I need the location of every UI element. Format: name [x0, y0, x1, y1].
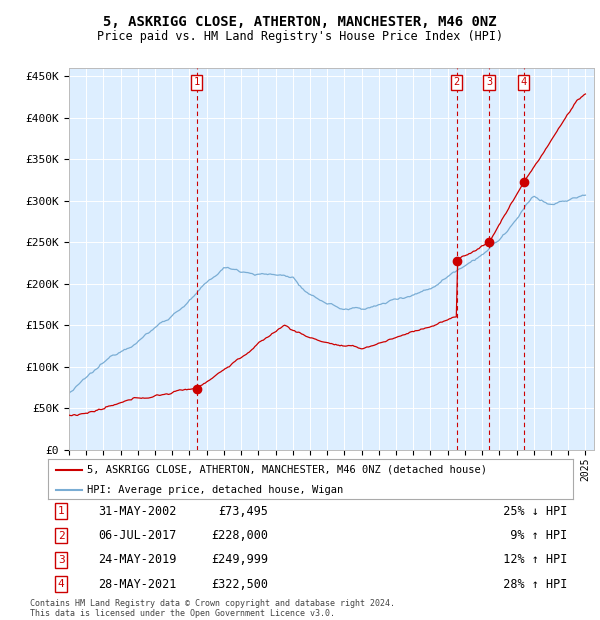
Text: 1: 1 [58, 507, 65, 516]
Text: 3: 3 [486, 78, 492, 87]
Text: 1: 1 [194, 78, 200, 87]
Text: 25% ↓ HPI: 25% ↓ HPI [490, 505, 568, 518]
Text: 2: 2 [58, 531, 65, 541]
Text: 12% ↑ HPI: 12% ↑ HPI [490, 554, 568, 567]
Text: 24-MAY-2019: 24-MAY-2019 [98, 554, 176, 567]
Text: 5, ASKRIGG CLOSE, ATHERTON, MANCHESTER, M46 0NZ: 5, ASKRIGG CLOSE, ATHERTON, MANCHESTER, … [103, 16, 497, 30]
Text: £73,495: £73,495 [218, 505, 269, 518]
Text: 3: 3 [58, 555, 65, 565]
Text: 28-MAY-2021: 28-MAY-2021 [98, 578, 176, 591]
Text: 4: 4 [58, 579, 65, 589]
Text: £228,000: £228,000 [212, 529, 269, 542]
Text: 5, ASKRIGG CLOSE, ATHERTON, MANCHESTER, M46 0NZ (detached house): 5, ASKRIGG CLOSE, ATHERTON, MANCHESTER, … [88, 464, 487, 475]
Text: 31-MAY-2002: 31-MAY-2002 [98, 505, 176, 518]
Text: 2: 2 [454, 78, 460, 87]
Text: 9% ↑ HPI: 9% ↑ HPI [497, 529, 568, 542]
Text: 4: 4 [520, 78, 527, 87]
Text: Contains HM Land Registry data © Crown copyright and database right 2024.
This d: Contains HM Land Registry data © Crown c… [30, 599, 395, 618]
Text: £322,500: £322,500 [212, 578, 269, 591]
Text: 28% ↑ HPI: 28% ↑ HPI [490, 578, 568, 591]
Text: 06-JUL-2017: 06-JUL-2017 [98, 529, 176, 542]
Text: Price paid vs. HM Land Registry's House Price Index (HPI): Price paid vs. HM Land Registry's House … [97, 30, 503, 43]
Text: HPI: Average price, detached house, Wigan: HPI: Average price, detached house, Wiga… [88, 485, 344, 495]
Text: £249,999: £249,999 [212, 554, 269, 567]
